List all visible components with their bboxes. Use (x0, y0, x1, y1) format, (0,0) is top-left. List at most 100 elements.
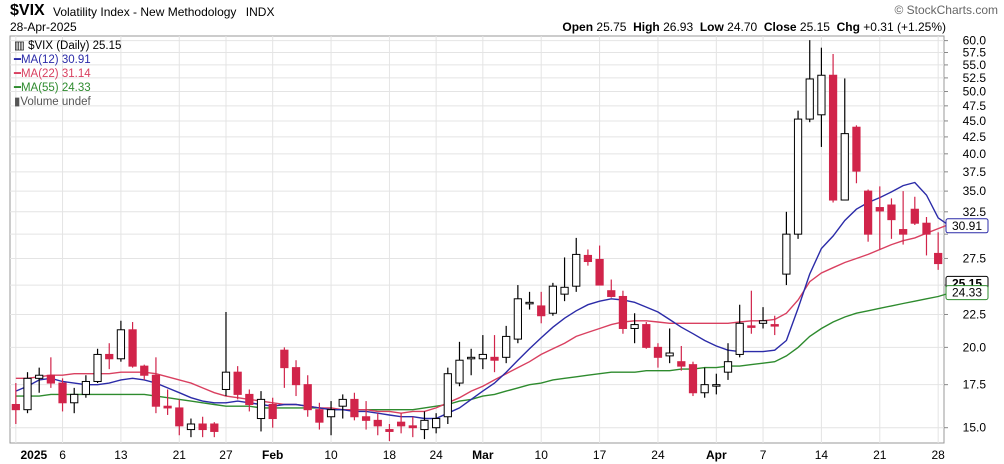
candle-body (210, 423, 219, 432)
candle-body (934, 252, 943, 265)
candle-body (303, 384, 312, 411)
y-tick-label: 40.0 (963, 147, 987, 161)
high-label: High (633, 20, 660, 34)
candle-body (618, 295, 628, 329)
candle-body (828, 74, 838, 201)
y-tick-label: 60.0 (963, 34, 987, 48)
symbol-description: Volatility Index - New Methodology INDX (53, 5, 274, 19)
x-tick-label: 28 (931, 448, 945, 462)
x-tick-label: 6 (59, 448, 66, 462)
candle-body (361, 416, 371, 421)
candle-body (408, 425, 417, 429)
y-tick-label: 52.5 (963, 71, 987, 85)
ma12-line (15, 181, 951, 420)
change-label: Chg (836, 20, 860, 34)
x-tick-label: 17 (593, 448, 607, 462)
x-tick-label: 24 (651, 448, 665, 462)
candle-body (432, 418, 441, 429)
legend-volume: ▮Volume undef (14, 96, 91, 108)
candle-body (770, 324, 779, 327)
candle-body (537, 305, 546, 317)
candle-body (712, 384, 721, 387)
symbol-title: $VIX (10, 2, 45, 19)
candle-body (291, 367, 301, 386)
candle-body (326, 409, 336, 418)
candle-body (23, 377, 32, 411)
candle-body (548, 285, 558, 314)
y-tick-label: 55.0 (963, 58, 987, 72)
candle-body (583, 254, 593, 263)
y-tick-label: 50.0 (963, 85, 987, 99)
index-name: Volatility Index - New Methodology (53, 5, 237, 19)
y-tick-label: 20.0 (963, 340, 987, 354)
x-tick-label: 10 (535, 448, 549, 462)
candle-body (268, 403, 277, 420)
brand-watermark: © StockCharts.com (894, 3, 998, 17)
candle-body (922, 222, 931, 235)
legend-ma55: ━MA(55) 24.33 (14, 82, 91, 94)
candle-body (723, 361, 733, 373)
price-label-box (945, 218, 989, 234)
candle-body (11, 403, 20, 411)
high-value: 26.93 (663, 20, 694, 34)
x-tick-label: 21 (873, 448, 887, 462)
candle-body (490, 356, 499, 361)
candle-body (140, 365, 149, 376)
y-tick-label: 47.5 (963, 99, 987, 113)
close-label: Close (763, 20, 797, 34)
chart-header: $VIX Volatility Index - New Methodology … (0, 0, 1004, 36)
candle-body (735, 322, 744, 355)
candle-body (677, 361, 686, 367)
open-value: 25.75 (596, 20, 627, 34)
price-label-ma55: 24.33 (952, 286, 982, 300)
y-tick-label: 22.5 (963, 307, 987, 321)
candle-body (863, 190, 873, 235)
x-tick-label: 14 (815, 448, 829, 462)
x-tick-label: 13 (114, 448, 128, 462)
candle-body (338, 398, 347, 407)
candle-body (467, 356, 476, 360)
candle-body (758, 320, 768, 324)
legend-ma12-label: MA(12) 30.91 (20, 54, 91, 66)
candle-body (221, 371, 231, 390)
chart-date: 28-Apr-2025 (10, 20, 77, 34)
candle-body (151, 374, 161, 407)
x-tick-label: 24 (429, 448, 443, 462)
open-label: Open (562, 20, 594, 34)
candle-body (35, 374, 44, 379)
candle-body (572, 253, 581, 287)
low-value: 24.70 (727, 20, 758, 34)
x-tick-label: 21 (173, 448, 187, 462)
candle-body (595, 258, 604, 286)
candle-body (58, 382, 67, 404)
candle-body (665, 352, 674, 357)
exchange-code: INDX (245, 5, 275, 19)
candle-body (607, 290, 616, 297)
candle-body (653, 346, 663, 358)
candle-body (782, 233, 791, 275)
ma22-line (15, 223, 951, 414)
candle-body (245, 393, 254, 405)
x-tick-label: 18 (383, 448, 397, 462)
candle-body (70, 393, 79, 404)
candle-body (502, 335, 511, 358)
y-tick-label: 42.5 (963, 130, 987, 144)
candle-body (700, 384, 709, 394)
candle-body (513, 298, 522, 340)
candle-body (116, 329, 126, 360)
candle-body (899, 229, 908, 235)
y-tick-label: 37.5 (963, 165, 987, 179)
legend-ma55-label: MA(55) 24.33 (20, 82, 91, 94)
candle-body (420, 419, 429, 431)
x-tick-label: 10 (324, 448, 338, 462)
y-tick-label: 27.5 (963, 251, 987, 265)
candle-body (175, 407, 184, 427)
candle-body (478, 353, 487, 360)
candle-body (630, 324, 639, 329)
close-value: 25.15 (799, 20, 830, 34)
candle-body (910, 208, 919, 224)
candle-body (642, 324, 651, 348)
change-value: +0.31 (+1.25%) (863, 20, 946, 34)
candle-body (747, 325, 756, 328)
